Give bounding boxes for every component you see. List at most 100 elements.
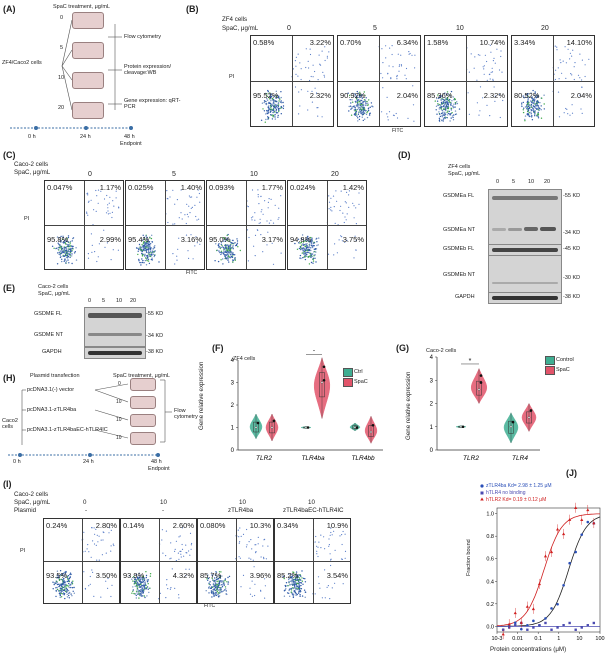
flow-plot: 3.34% 14.10% 80.52% 2.04% [511, 35, 595, 127]
panel-e-dose-label: SpaC, μg/mL [38, 291, 71, 297]
y-tick-label: 1.0 [486, 512, 494, 518]
legend-spac-swatch [545, 366, 555, 375]
panel-i-plasmid-label: Plasmid [14, 507, 37, 514]
htlr4-point [580, 626, 583, 629]
panel-d-dose: 10 [528, 179, 535, 185]
quadrant-ll: 95.8% [47, 235, 69, 244]
h-dose: 0 [118, 381, 121, 387]
mw-marker: -45 KD [563, 246, 581, 252]
legend-htlr2: hTLR2 Kd= 0.19 ± 0.12 μM [486, 497, 547, 503]
htlr2-point [568, 518, 572, 521]
quadrant-lr: 3.75% [342, 235, 364, 244]
x-tick-label: 100 [595, 636, 604, 642]
panel-c-dose: 10 [250, 171, 258, 178]
quadrant-ur: 1.40% [180, 183, 202, 192]
panel-i-cell-label: Caco-2 cells [14, 491, 49, 498]
flow-events [260, 46, 330, 123]
y-tick-label: 3 [231, 381, 235, 387]
panel-b-dose: 0 [287, 25, 291, 32]
ztlr4ba-point [550, 607, 553, 610]
x-tick-label: 0.01 [512, 636, 523, 642]
flow-plot: 0.70% 6.34% 90.92% 2.04% [337, 35, 421, 127]
flow-plot: 0.093% 1.77% 95.0% 3.17% [206, 180, 286, 270]
htlr2-point [507, 622, 511, 626]
panel-g-cell-label: Caco-2 cells [426, 348, 457, 354]
quadrant-ur: 14.10% [566, 38, 592, 47]
quadrant-ul: 0.080% [200, 521, 226, 530]
flow-plot: 0.24% 2.80% 93.5% 3.50% [43, 518, 120, 604]
quadrant-lr: 3.96% [249, 571, 271, 580]
quadrant-ur: 2.60% [172, 521, 194, 530]
y-tick-label: 4 [231, 358, 235, 364]
panel-g-plot: 0 1 2 3 4 TLR2 TLR4 * [430, 355, 540, 462]
htlr4-point [538, 624, 541, 627]
quadrant-ul: 0.024% [290, 183, 316, 192]
h-dose: 10 [116, 435, 122, 441]
panel-j-ylabel: Fraction bound [466, 539, 472, 576]
legend-spac-swatch [343, 378, 353, 387]
y-tick-label: 0 [430, 448, 434, 454]
panel-e-dose: 0 [88, 298, 92, 304]
blot-gsdmea [488, 189, 562, 245]
time-0h: 0 h [28, 134, 36, 140]
plasmid-label: pcDNA3.1-zTLR4baEC-hTLR4IC [27, 427, 108, 433]
panel-a-schematic [10, 19, 133, 130]
data-point [322, 365, 326, 369]
blot-gsdmeb-nt [488, 255, 562, 293]
panel-i-x-axis: FITC [204, 603, 216, 609]
dose-label: 0 [60, 15, 64, 21]
row-label: GSDMEb FL [443, 246, 475, 252]
htlr2-point [537, 582, 542, 586]
output-flow: Flow cytometry [124, 34, 161, 40]
x-tick-label: TLR4bb [351, 455, 375, 462]
plate-dose-10 [72, 72, 104, 89]
flow-events [128, 527, 193, 600]
panel-i-label: (I) [3, 479, 12, 489]
gate-horizontal [207, 225, 285, 226]
gate-horizontal [126, 225, 204, 226]
panel-i-plasmid: - [162, 507, 165, 514]
flow-events [214, 189, 282, 265]
panel-d-dose: 20 [544, 179, 551, 185]
flow-events [294, 190, 360, 265]
output-qpcr: Gene expression: qRT-PCR [124, 98, 181, 110]
panel-d-dose-label: SpaC, μg/mL [448, 171, 481, 177]
panel-j-plot: 0.0 0.2 0.4 0.6 0.8 1.0 10-3 0.01 0.1 1 10 100 [486, 502, 605, 642]
mw-marker: -34 KD [146, 333, 164, 339]
ztlr4ba-point [568, 561, 571, 565]
y-tick-label: 1 [231, 426, 235, 432]
quadrant-lr: 2.32% [483, 91, 505, 100]
panel-b-x-axis: FITC [392, 128, 404, 134]
quadrant-ul: 0.14% [123, 521, 145, 530]
panel-i-dose: 10 [239, 499, 246, 506]
quadrant-ul: 0.58% [253, 38, 275, 47]
plate-h [130, 432, 156, 445]
legend-control: Control [556, 357, 574, 363]
ztlr4ba-point [574, 550, 577, 554]
fit-curve [497, 516, 601, 627]
legend-control-swatch [545, 356, 555, 365]
panel-e-dose: 20 [130, 298, 137, 304]
panel-b-label: (B) [186, 4, 199, 14]
x-tick-label: 10-3 [491, 636, 502, 642]
htlr2-point [555, 527, 560, 531]
panel-e-dose: 10 [116, 298, 123, 304]
htlr4-point [556, 626, 559, 629]
h-output: Flow cytometry [174, 408, 198, 420]
quadrant-ll: 85.36% [427, 91, 453, 100]
gate-horizontal [512, 81, 594, 82]
htlr4-point [586, 624, 589, 627]
gate-horizontal [198, 561, 273, 562]
h-time: 24 h [83, 459, 94, 465]
y-tick-label: 0 [231, 448, 235, 454]
panel-b-dose: 20 [541, 25, 549, 32]
y-tick-label: 2 [430, 402, 434, 408]
panel-e-cell-label: Caco-2 cells [38, 284, 69, 290]
quadrant-ll: 95.52% [253, 91, 279, 100]
data-point [461, 425, 465, 429]
panel-i-plasmid: - [85, 507, 88, 514]
panel-h-schematic [8, 379, 172, 457]
htlr2-point [580, 518, 584, 521]
panel-i-dose-label: SpaC, μg/mL [14, 499, 51, 506]
y-tick-label: 4 [430, 355, 434, 361]
